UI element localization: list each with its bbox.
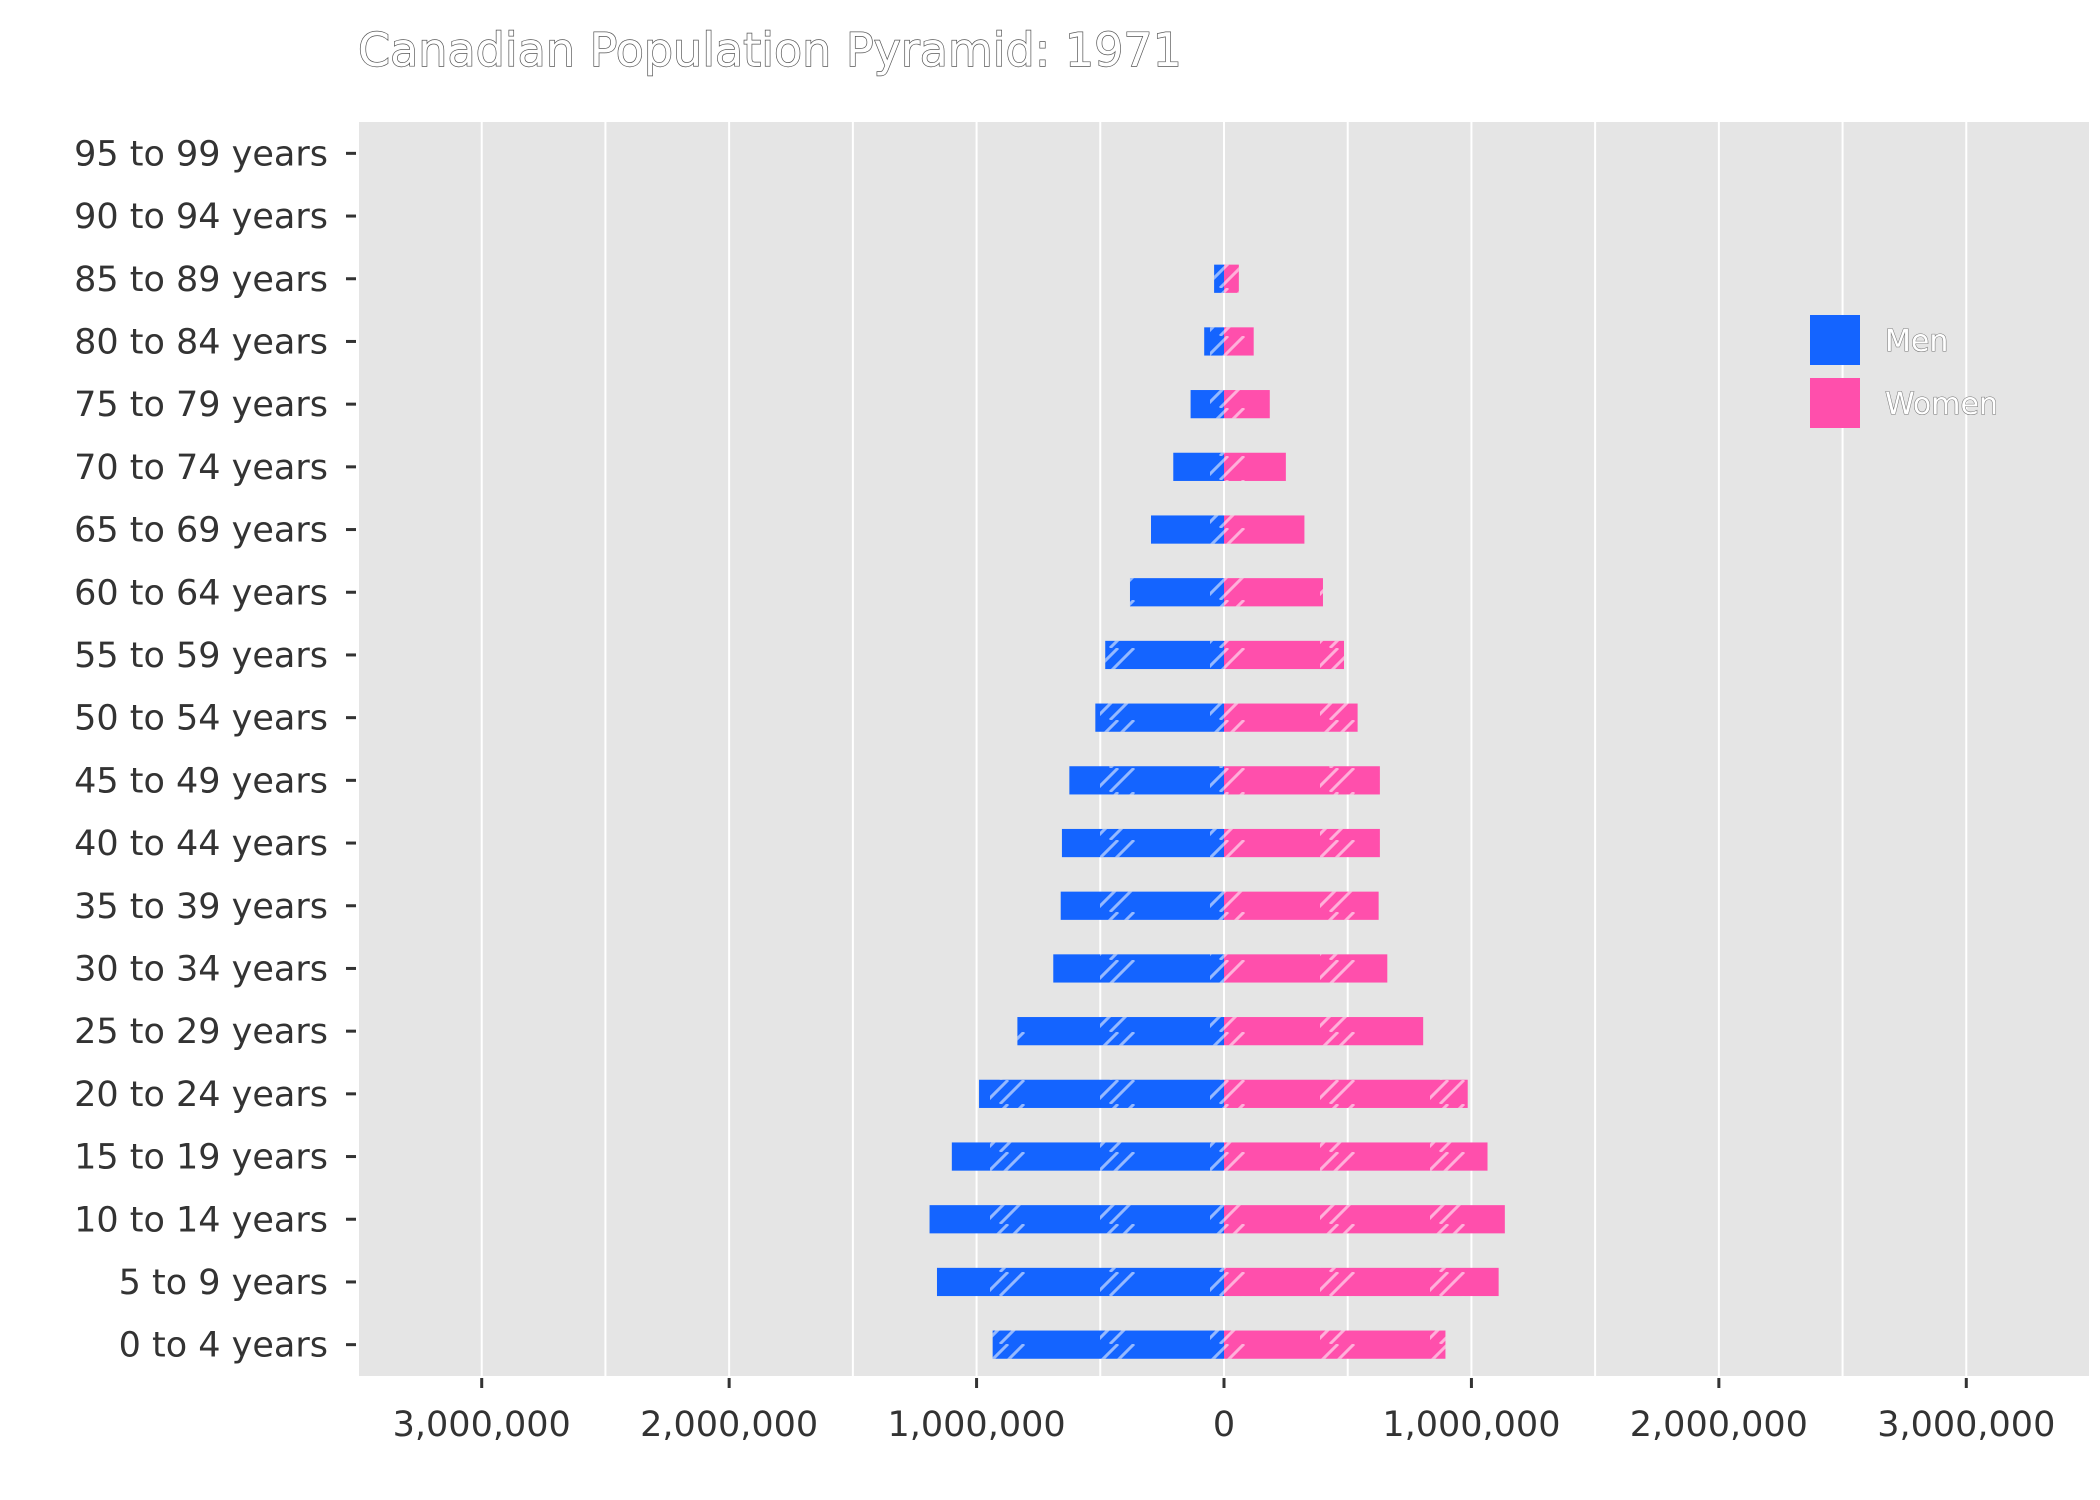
bar-hatch-women-5-to-9-years	[1224, 1267, 1499, 1297]
ytick-label-80-to-84-years: 80 to 84 years	[74, 322, 328, 362]
bar-hatch-men-15-to-19-years	[951, 1142, 1224, 1171]
bar-hatch-women-30-to-34-years	[1224, 954, 1388, 983]
ytick-label-45-to-49-years: 45 to 49 years	[74, 761, 328, 801]
x-axis-ticks: 3,000,000 2,000,000 1,000,000 0 1,000,000 2,0…	[393, 1378, 2055, 1445]
bar-hatch-women-0-to-4-years	[1224, 1330, 1446, 1359]
ytick-label-90-to-94-years: 90 to 94 years	[74, 197, 328, 237]
ytick-label-5-to-9-years: 5 to 9 years	[119, 1263, 328, 1303]
chart-title: Canadian Population Pyramid: 1971	[358, 23, 1182, 77]
ytick-label-65-to-69-years: 65 to 69 years	[74, 511, 328, 551]
bar-hatch-men-50-to-54-years	[1095, 703, 1224, 732]
ytick-label-20-to-24-years: 20 to 24 years	[74, 1075, 328, 1115]
bar-hatch-women-85-to-89-years	[1224, 264, 1239, 293]
ytick-label-10-to-14-years: 10 to 14 years	[74, 1200, 328, 1240]
bar-hatch-women-10-to-14-years	[1224, 1205, 1505, 1234]
legend-swatch-women	[1810, 378, 1860, 428]
ytick-label-70-to-74-years: 70 to 74 years	[74, 448, 328, 488]
xtick-label: 1,000,000	[1382, 1405, 1560, 1445]
legend-label-women: Women	[1885, 387, 1998, 422]
bar-hatch-women-55-to-59-years	[1224, 640, 1345, 670]
legend-swatch-men	[1810, 315, 1860, 365]
ytick-label-15-to-19-years: 15 to 19 years	[74, 1138, 328, 1178]
bar-hatch-men-35-to-39-years	[1060, 891, 1224, 920]
xtick-label: 2,000,000	[640, 1405, 818, 1445]
bar-hatch-men-45-to-49-years	[1069, 766, 1224, 795]
bar-hatch-women-20-to-24-years	[1224, 1079, 1468, 1108]
bar-hatch-women-50-to-54-years	[1224, 703, 1358, 732]
bar-hatch-men-70-to-74-years	[1173, 452, 1224, 481]
bars	[929, 264, 1505, 1359]
ytick-label-55-to-59-years: 55 to 59 years	[74, 636, 328, 676]
ytick-label-25-to-29-years: 25 to 29 years	[74, 1012, 328, 1052]
bar-hatch-men-65-to-69-years	[1151, 515, 1224, 544]
bar-hatch-men-40-to-44-years	[1061, 828, 1224, 858]
bar-hatch-women-25-to-29-years	[1224, 1017, 1424, 1046]
bar-hatch-men-0-to-4-years	[992, 1330, 1224, 1359]
bar-hatch-women-75-to-79-years	[1224, 390, 1270, 419]
ytick-label-40-to-44-years: 40 to 44 years	[74, 824, 328, 864]
bar-hatch-women-60-to-64-years	[1224, 578, 1323, 607]
legend: Men Women	[1810, 315, 1999, 428]
xtick-label: 1,000,000	[888, 1405, 1066, 1445]
bar-hatch-men-25-to-29-years	[1017, 1017, 1224, 1046]
bar-hatch-women-65-to-69-years	[1224, 515, 1305, 544]
bar-hatch-men-30-to-34-years	[1053, 954, 1224, 983]
bar-hatch-women-15-to-19-years	[1224, 1142, 1488, 1171]
legend-label-men: Men	[1885, 324, 1948, 359]
xtick-label: 3,000,000	[1877, 1405, 2055, 1445]
ytick-label-35-to-39-years: 35 to 39 years	[74, 887, 328, 927]
bar-hatch-women-80-to-84-years	[1224, 327, 1254, 356]
bar-hatch-men-80-to-84-years	[1204, 327, 1224, 356]
bar-hatch-women-40-to-44-years	[1224, 828, 1380, 858]
ytick-label-0-to-4-years: 0 to 4 years	[119, 1326, 328, 1366]
ytick-label-75-to-79-years: 75 to 79 years	[74, 385, 328, 425]
bar-hatch-men-55-to-59-years	[1105, 640, 1224, 670]
bar-hatch-men-10-to-14-years	[929, 1205, 1224, 1234]
ytick-label-50-to-54-years: 50 to 54 years	[74, 699, 328, 739]
ytick-label-30-to-34-years: 30 to 34 years	[74, 949, 328, 989]
xtick-label: 2,000,000	[1630, 1405, 1808, 1445]
bar-hatch-men-60-to-64-years	[1129, 578, 1224, 607]
ytick-label-60-to-64-years: 60 to 64 years	[74, 573, 328, 613]
bar-hatch-men-5-to-9-years	[936, 1267, 1224, 1297]
bar-hatch-women-70-to-74-years	[1224, 452, 1286, 481]
y-axis-ticks: 0 to 4 years 5 to 9 years 10 to 14 years 15…	[74, 134, 356, 1366]
bar-hatch-men-85-to-89-years	[1214, 264, 1224, 293]
bar-hatch-women-45-to-49-years	[1224, 766, 1380, 795]
xtick-label: 0	[1213, 1405, 1235, 1445]
ytick-label-85-to-89-years: 85 to 89 years	[74, 260, 328, 300]
bar-hatch-women-35-to-39-years	[1224, 891, 1379, 920]
bar-hatch-men-20-to-24-years	[979, 1079, 1224, 1108]
bar-hatch-men-75-to-79-years	[1190, 390, 1224, 419]
ytick-label-95-to-99-years: 95 to 99 years	[74, 134, 328, 174]
xtick-label: 3,000,000	[393, 1405, 571, 1445]
